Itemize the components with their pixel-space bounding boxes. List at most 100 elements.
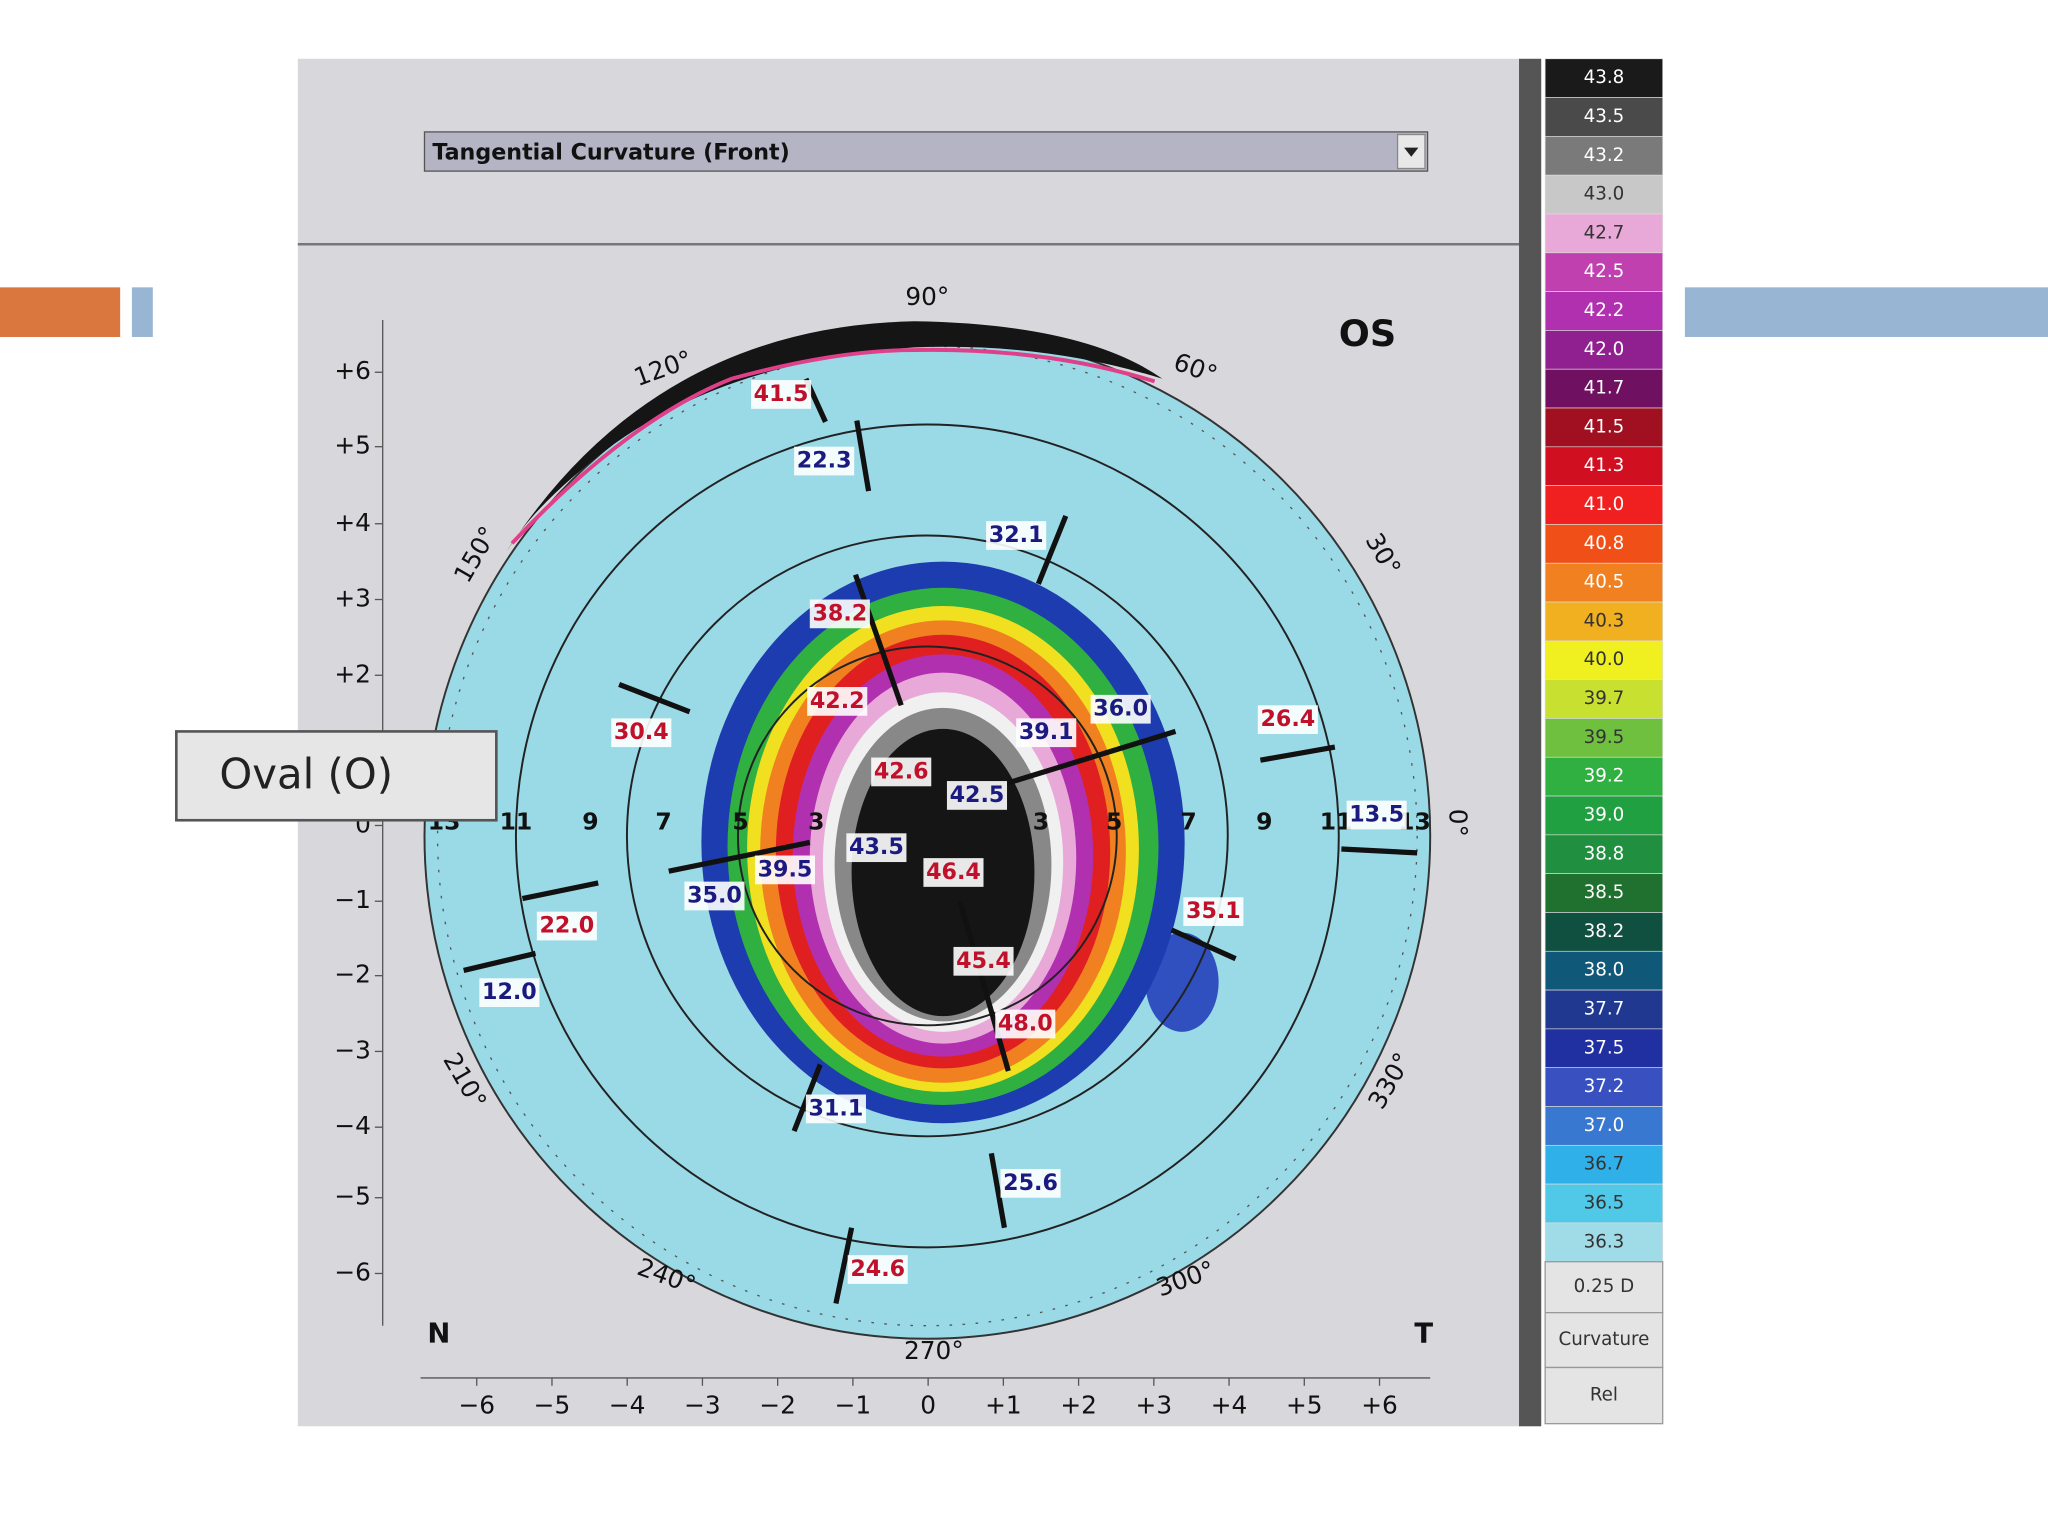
x-tick-label: −6	[458, 1391, 495, 1420]
reading-box	[953, 946, 1014, 976]
callout-text: Oval (O)	[219, 750, 393, 799]
ring	[436, 345, 1418, 1327]
reading: 39.5	[758, 856, 813, 882]
reading-box	[1183, 897, 1244, 927]
x-tick-label: −3	[684, 1391, 721, 1420]
scale-swatch	[1544, 368, 1664, 409]
scale-cell	[1544, 1312, 1664, 1369]
meridian-marker	[833, 1227, 855, 1305]
y-tick-label: +5	[334, 431, 371, 460]
scale-label: 40.0	[1584, 649, 1625, 670]
scale-swatch	[1544, 1106, 1664, 1146]
scale-cell	[1544, 1366, 1664, 1425]
scale-label: 37.2	[1584, 1076, 1625, 1097]
scale-label: 42.2	[1584, 300, 1625, 321]
reading: 24.6	[850, 1256, 905, 1282]
ring-number: 7	[655, 807, 671, 835]
scale-swatch	[1544, 1222, 1664, 1263]
scale-swatch	[1544, 601, 1664, 642]
y-tick-label: −1	[334, 885, 371, 914]
meridian-marker	[988, 1152, 1007, 1229]
scale-swatch	[1544, 252, 1664, 292]
x-tick-label: +1	[985, 1391, 1022, 1420]
scale-label: 41.0	[1584, 494, 1625, 515]
scale-label: 38.8	[1584, 843, 1625, 864]
x-tick-label: 0	[920, 1391, 936, 1420]
accent-bar	[0, 287, 121, 337]
reading-box	[1016, 718, 1077, 748]
scale-swatch	[1544, 97, 1664, 137]
reading-box	[536, 911, 597, 941]
x-tick-label: −2	[759, 1391, 796, 1420]
reading: 26.4	[1260, 706, 1315, 732]
ring-number: 5	[732, 807, 748, 835]
scale-swatch	[1544, 834, 1664, 874]
scale-label: 43.5	[1584, 106, 1625, 127]
ring-number: 9	[582, 807, 598, 835]
reading: 32.1	[989, 522, 1044, 548]
meridian-marker	[1035, 514, 1069, 585]
reading: 25.6	[1003, 1170, 1058, 1196]
scale-swatch	[1544, 485, 1664, 525]
scale-label: 36.5	[1584, 1193, 1625, 1214]
ring-number: 3	[1033, 807, 1049, 835]
crescent-edge	[510, 347, 1156, 545]
reading-box	[1346, 800, 1407, 830]
dropdown[interactable]	[423, 131, 1429, 172]
scale-label: 39.0	[1584, 804, 1625, 825]
reading: 35.0	[687, 883, 742, 909]
scale-swatch	[1544, 640, 1664, 680]
accent-bar	[131, 287, 153, 337]
scale-swatch	[1544, 679, 1664, 719]
x-tick-label: +4	[1211, 1391, 1248, 1420]
scale-swatch	[1544, 1028, 1664, 1069]
scale-label: 41.5	[1584, 416, 1625, 437]
scale-swatch	[1544, 873, 1664, 913]
scale-swatch	[1544, 950, 1664, 991]
angle-label: 90°	[905, 282, 949, 311]
y-tick-label: −4	[334, 1111, 371, 1140]
scale-swatch	[1544, 562, 1664, 603]
scale-label: 37.7	[1584, 998, 1625, 1019]
scale-label: 37.5	[1584, 1037, 1625, 1058]
reading-box	[846, 833, 907, 863]
x-tick-label: +5	[1286, 1391, 1323, 1420]
angle-label: 270°	[904, 1336, 964, 1365]
scale-label: 42.5	[1584, 261, 1625, 282]
scale-label: 39.2	[1584, 766, 1625, 787]
reading: 22.0	[539, 913, 594, 939]
reading-box	[871, 757, 932, 787]
y-tick-label: −2	[334, 960, 371, 989]
scale-label: 43.8	[1584, 67, 1625, 88]
meridian-marker	[1170, 927, 1237, 962]
reading: 36.0	[1093, 696, 1148, 722]
meridian-marker	[1004, 728, 1177, 787]
reading-box	[807, 687, 868, 716]
nasal-label: N	[427, 1318, 450, 1349]
reading: 43.5	[849, 834, 904, 860]
heat-zone	[1145, 932, 1219, 1032]
accent-bar	[1684, 287, 2048, 337]
reading-box	[611, 718, 672, 748]
reading-box	[1000, 1168, 1061, 1198]
meridian-marker	[521, 880, 599, 902]
reading-box	[751, 380, 812, 409]
y-tick-label: +6	[334, 356, 371, 385]
scale-swatch	[1544, 58, 1664, 98]
scale-swatch	[1544, 136, 1664, 176]
temporal-label: T	[1414, 1318, 1433, 1349]
scale-label: 40.3	[1584, 610, 1625, 631]
ring	[625, 534, 1229, 1138]
scale-label: 41.3	[1584, 455, 1625, 476]
scale-swatch	[1544, 989, 1664, 1030]
y-tick-label: −3	[334, 1035, 371, 1064]
x-tick-label: +6	[1361, 1391, 1398, 1420]
scale-text: Curvature	[1558, 1329, 1649, 1350]
angle-label: 0°	[1443, 809, 1472, 837]
y-tick-label: +4	[334, 508, 371, 537]
reading: 42.6	[874, 758, 929, 784]
ring-number: 7	[1180, 807, 1196, 835]
reading-box	[923, 858, 984, 887]
scale-text: 0.25 D	[1574, 1276, 1635, 1297]
reading: 22.3	[797, 448, 852, 474]
